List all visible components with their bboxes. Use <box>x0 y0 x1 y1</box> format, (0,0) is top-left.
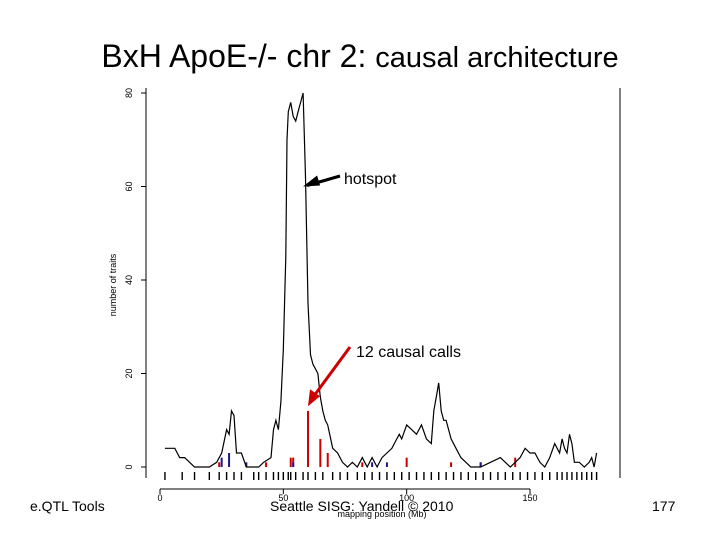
marker-rug <box>164 472 598 480</box>
x-tick-label: 0 <box>157 493 162 503</box>
causal-calls-arrow <box>311 346 352 399</box>
y-tick-label: 40 <box>124 275 134 285</box>
causal-calls-label: 12 causal calls <box>356 344 461 361</box>
trait-count-line <box>164 92 598 469</box>
x-tick-label: 100 <box>399 493 414 503</box>
hotspot-label: hotspot <box>344 171 397 188</box>
hotspot-arrowhead <box>303 175 321 187</box>
annotations: hotspot 12 causal calls <box>303 171 461 407</box>
y-tick-label: 0 <box>124 464 134 469</box>
causal-calls-arrowhead <box>308 389 320 407</box>
blue-marks <box>220 452 482 467</box>
y-tick-label: 80 <box>124 88 134 98</box>
y-axis-label: number of traits <box>108 253 118 316</box>
causal-call-marks <box>218 410 517 467</box>
page-number: 177 <box>652 498 676 514</box>
title-main: BxH ApoE-/- chr 2: <box>101 38 367 74</box>
y-tick-label: 60 <box>124 181 134 191</box>
footer-left: e.QTL Tools <box>30 498 105 514</box>
footer-center: Seattle SISG: Yandell © 2010 <box>270 498 454 514</box>
title-sub: causal architecture <box>375 42 619 74</box>
x-tick-label: 50 <box>278 493 288 503</box>
x-axis-label: mapping position (Mb) <box>337 509 426 519</box>
x-axis: 0 50 100 150 <box>157 488 538 503</box>
y-axis: 0 20 40 60 80 <box>124 88 146 470</box>
x-tick-label: 150 <box>522 493 537 503</box>
y-tick-label: 20 <box>124 368 134 378</box>
slide-title: BxH ApoE-/- chr 2: causal architecture <box>0 38 720 75</box>
